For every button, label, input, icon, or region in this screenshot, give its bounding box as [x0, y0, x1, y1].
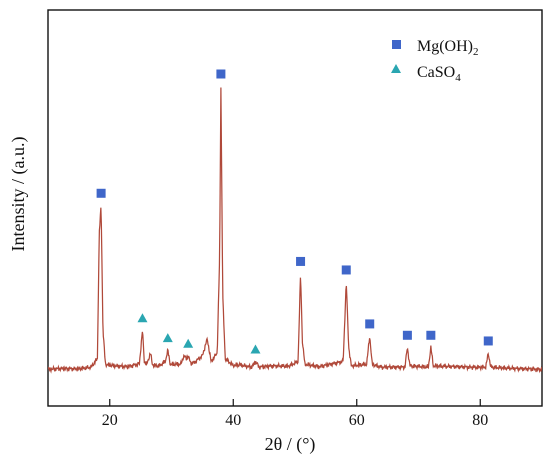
xrd-line-series	[48, 87, 542, 374]
phase-markers	[96, 69, 493, 354]
x-axis-ticks	[109, 399, 481, 406]
legend-caso4-label: CaSO4	[417, 64, 461, 84]
y-axis-label: Intensity / (a.u.)	[8, 137, 29, 252]
x-tick-label-40: 40	[225, 412, 241, 429]
mgoh2-peak-marker-4	[341, 265, 351, 275]
mgoh2-peak-marker-3	[296, 256, 306, 266]
mgoh2-peak-marker-6	[402, 330, 412, 340]
caso4-peak-marker-1	[137, 313, 148, 323]
caso4-peak-marker-4	[250, 344, 261, 354]
legend-mgoh2-square	[392, 40, 401, 49]
x-tick-label-60: 60	[349, 412, 365, 429]
legend-caso4-subscript: 4	[455, 72, 461, 84]
legend-caso4-triangle	[391, 64, 401, 73]
legend-mgoh2-label: Mg(OH)2	[417, 38, 479, 58]
x-axis-label: 2θ / (°)	[265, 434, 316, 455]
caso4-peak-marker-2	[162, 333, 173, 343]
x-tick-label-20: 20	[102, 412, 118, 429]
mgoh2-peak-marker-5	[365, 319, 375, 329]
mgoh2-peak-marker-2	[216, 69, 226, 79]
caso4-peak-marker-3	[183, 338, 194, 348]
mgoh2-peak-marker-8	[483, 336, 493, 346]
plot-frame	[47, 9, 543, 407]
x-axis-tick-labels: 20 40 60 80	[102, 412, 489, 429]
x-tick-label-80: 80	[472, 412, 488, 429]
legend: Mg(OH)2 CaSO4	[391, 38, 479, 84]
legend-mgoh2-subscript: 2	[473, 46, 479, 58]
legend-caso4-main: CaSO	[417, 64, 455, 81]
mgoh2-peak-marker-1	[96, 188, 106, 198]
mgoh2-peak-marker-7	[426, 330, 436, 340]
legend-mgoh2-main: Mg(OH)	[417, 38, 473, 55]
